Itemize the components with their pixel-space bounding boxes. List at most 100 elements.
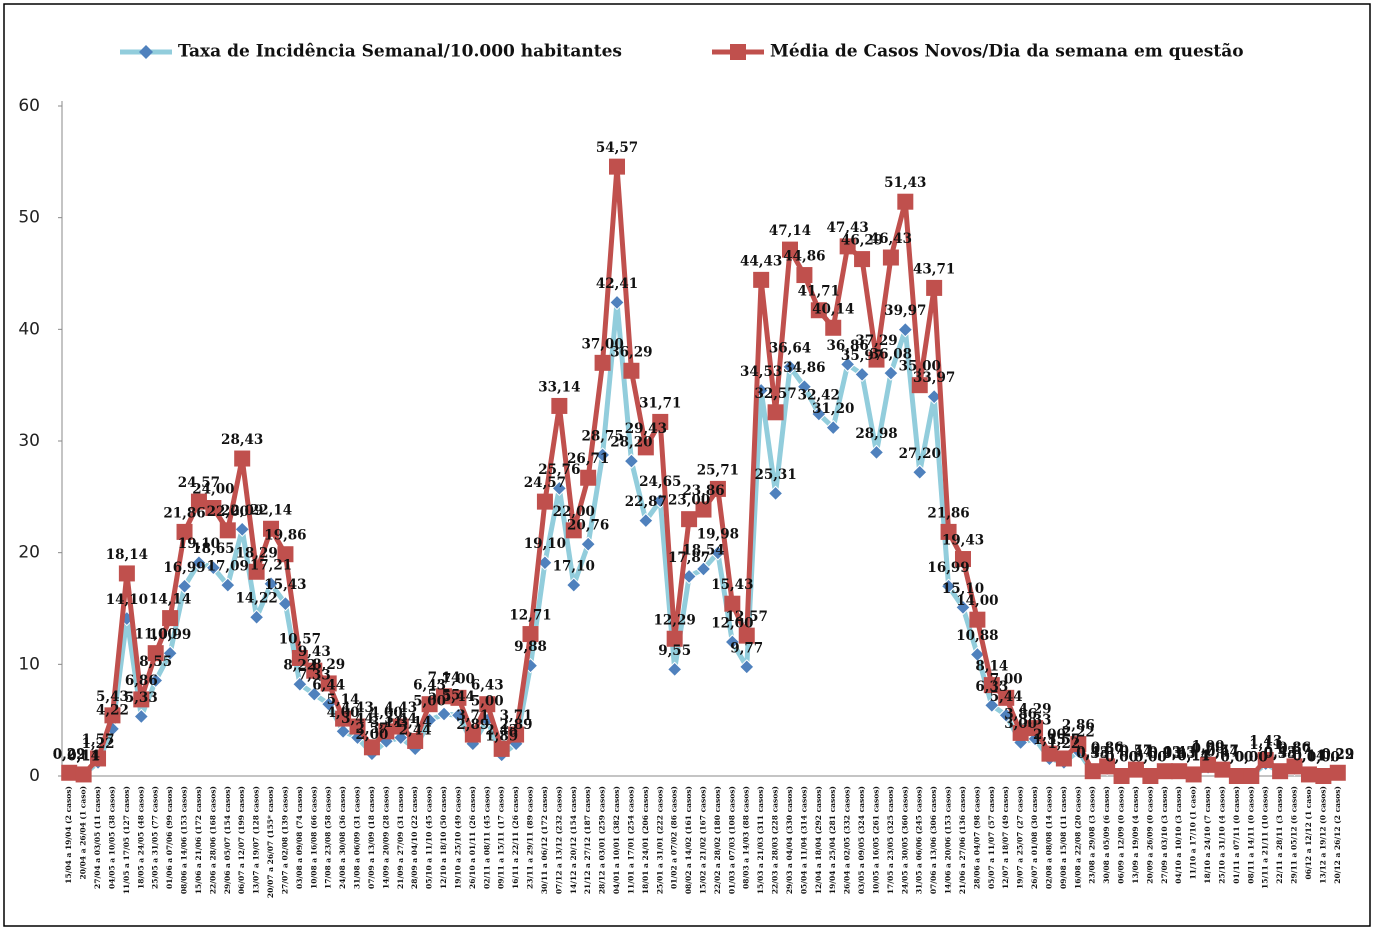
data-label: 1,22 — [82, 736, 115, 752]
data-label: 5,14 — [327, 692, 360, 708]
data-label: 32,57 — [754, 386, 796, 402]
data-label: 0,57 — [1120, 743, 1153, 759]
data-point — [839, 356, 856, 373]
data-point — [75, 766, 92, 783]
data-label: 3,86 — [1004, 706, 1037, 722]
data-label: 0,29 — [53, 746, 86, 762]
data-label: 14,22 — [235, 591, 277, 607]
data-point — [710, 545, 726, 561]
x-tick-label: 01/11 a 07/11 (0 casos) — [1232, 786, 1241, 884]
x-tick-label: 27/04 a 03/05 (11 casos) — [93, 786, 102, 889]
x-tick-label: 10/05 a 16/05 (261 casos) — [871, 786, 880, 894]
x-tick-label: 07/12 a 13/12 (232 casos) — [554, 786, 563, 894]
data-label: 14,00 — [956, 593, 998, 609]
x-tick-label: 04/01 a 10/01 (382 casos) — [612, 786, 621, 894]
legend-marker — [730, 44, 746, 60]
data-label: 51,43 — [884, 175, 926, 191]
data-label: 4,43 — [384, 700, 417, 716]
data-label: 0,22 — [1321, 747, 1354, 763]
data-label: 15,10 — [942, 581, 984, 597]
x-tick-label: 26/10 a 01/11 (26 casos) — [468, 786, 477, 889]
data-label: 2,89 — [456, 717, 489, 733]
data-label: 17,21 — [250, 557, 292, 573]
data-label: 28,75 — [581, 428, 623, 444]
data-point — [897, 193, 914, 210]
x-tick-label: 30/11 a 06/12 (172 casos) — [540, 786, 549, 894]
data-label: 0,11 — [67, 748, 100, 764]
data-point — [306, 662, 323, 679]
data-label: 5,00 — [413, 694, 446, 710]
data-label: 14,10 — [106, 592, 148, 608]
data-point — [61, 764, 78, 781]
data-point — [811, 406, 827, 422]
x-tick-label: 21/06 a 27/06 (136 casos) — [958, 786, 967, 894]
data-label: 33,97 — [913, 370, 955, 386]
data-point — [1257, 752, 1274, 769]
data-label: 28,43 — [221, 432, 263, 448]
x-tick-label: 18/01 a 24/01 (206 casos) — [641, 786, 650, 894]
data-label: 3,00 — [1004, 716, 1037, 732]
data-label: 22,09 — [221, 503, 263, 519]
y-tick-label: 0 — [29, 766, 40, 786]
data-point — [638, 512, 654, 529]
data-label: 0,86 — [1278, 740, 1311, 756]
data-point — [940, 578, 957, 594]
data-label: 0,33 — [1264, 746, 1297, 762]
x-tick-label: 22/06 a 28/06 (168 casos) — [208, 786, 217, 894]
x-tick-label: 05/04 a 11/04 (314 casos) — [799, 786, 808, 894]
data-label: 39,97 — [884, 303, 926, 319]
data-label: 3,11 — [370, 715, 403, 731]
data-label: 21,86 — [927, 505, 969, 521]
x-tick-label: 02/08 a 08/08 (14 casos) — [1044, 786, 1053, 889]
data-label: 4,00 — [370, 705, 403, 721]
data-label: 3,71 — [456, 708, 489, 724]
x-tick-label: 31/08 a 06/09 (31 casos) — [353, 786, 362, 889]
data-point — [724, 634, 741, 650]
data-label: 12,71 — [509, 608, 551, 624]
x-tick-label: 28/12 a 03/01 (259 casos) — [598, 786, 607, 894]
data-label: 0,43 — [1264, 745, 1297, 761]
data-point — [248, 609, 265, 625]
data-label: 0,33 — [1163, 746, 1196, 762]
x-tick-label: 26/07 a 01/08 (30 casos) — [1030, 786, 1039, 889]
data-label: 7,00 — [990, 671, 1023, 687]
data-label: 0,00 — [1220, 750, 1253, 766]
data-point — [205, 560, 222, 576]
data-point — [176, 523, 193, 540]
data-label: 36,86 — [827, 338, 869, 354]
data-point — [796, 379, 813, 395]
data-label: 42,41 — [596, 276, 638, 292]
data-label: 1,57 — [82, 732, 115, 748]
data-label: 19,43 — [942, 533, 984, 549]
x-tick-label: 25/10 a 31/10 (4 casos) — [1217, 786, 1226, 884]
data-label: 34,53 — [740, 364, 782, 380]
x-tick-label: 21/12 a 27/12 (187 casos) — [583, 786, 592, 894]
x-tick-label: 15/04 a 19/04 (2 casos) — [64, 786, 73, 884]
data-label: 0,00 — [1307, 750, 1340, 766]
data-label: 5,43 — [96, 689, 129, 705]
x-tick-label: 06/07 a 12/07 (199 casos) — [237, 786, 246, 894]
data-label: 31,20 — [812, 401, 854, 417]
x-tick-label: 08/11 a 14/11 (0 casos) — [1246, 786, 1255, 884]
data-point — [162, 645, 178, 661]
data-point — [1113, 768, 1130, 784]
data-label: 12,00 — [711, 616, 753, 632]
data-label: 54,57 — [596, 140, 638, 156]
data-label: 2,00 — [1033, 727, 1066, 743]
data-label: 3,44 — [341, 711, 374, 727]
x-tick-label: 13/12 a 19/12 (0 casos) — [1318, 786, 1327, 884]
y-tick-label: 60 — [18, 96, 40, 116]
data-label: 44,86 — [783, 249, 825, 265]
x-tick-label: 25/05 a 31/05 (77 casos) — [151, 786, 160, 889]
data-point — [263, 520, 280, 537]
data-point — [594, 354, 611, 371]
data-point — [436, 688, 453, 705]
data-point — [868, 444, 885, 461]
data-label: 1,55 — [1033, 732, 1066, 748]
data-label: 9,55 — [658, 643, 691, 659]
data-point — [940, 523, 957, 540]
data-label: 32,42 — [798, 387, 840, 403]
data-label: 10,99 — [149, 627, 191, 643]
data-label: 0,33 — [1076, 746, 1109, 762]
data-label: 19,98 — [697, 526, 739, 542]
